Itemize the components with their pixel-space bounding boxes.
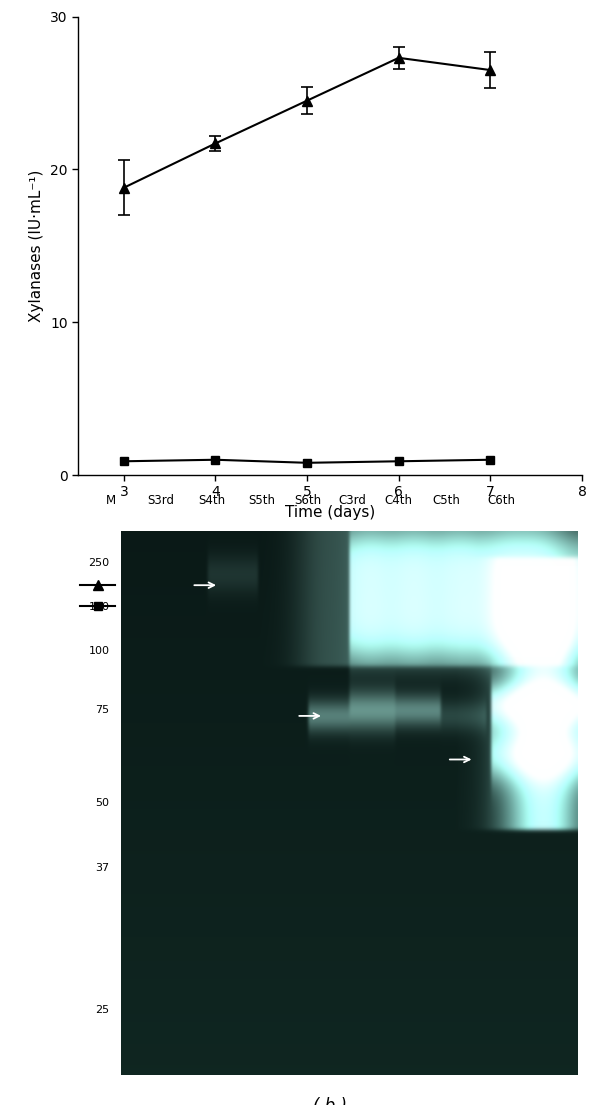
Y-axis label: Xylanases (IU·mL⁻¹): Xylanases (IU·mL⁻¹) — [29, 169, 44, 322]
Text: C6th: C6th — [487, 494, 515, 506]
Text: ( a ): ( a ) — [313, 650, 347, 667]
Text: M: M — [106, 494, 116, 506]
Text: 50: 50 — [95, 798, 109, 808]
Text: S3rd: S3rd — [148, 494, 175, 506]
Text: C3rd: C3rd — [339, 494, 367, 506]
Text: 100: 100 — [88, 645, 109, 655]
Legend: Cel 1%, Sorb 1%: Cel 1%, Sorb 1% — [75, 573, 186, 620]
Text: C4th: C4th — [384, 494, 412, 506]
X-axis label: Time (days): Time (days) — [285, 505, 375, 520]
Text: S6th: S6th — [294, 494, 321, 506]
Text: 37: 37 — [95, 863, 109, 873]
Text: S4th: S4th — [198, 494, 225, 506]
Text: 75: 75 — [95, 705, 109, 715]
Text: 25: 25 — [95, 1006, 109, 1015]
Text: C5th: C5th — [432, 494, 460, 506]
Text: 150: 150 — [88, 602, 109, 612]
Text: ( b ): ( b ) — [313, 1097, 347, 1105]
Text: S5th: S5th — [248, 494, 275, 506]
Text: 250: 250 — [88, 558, 109, 568]
